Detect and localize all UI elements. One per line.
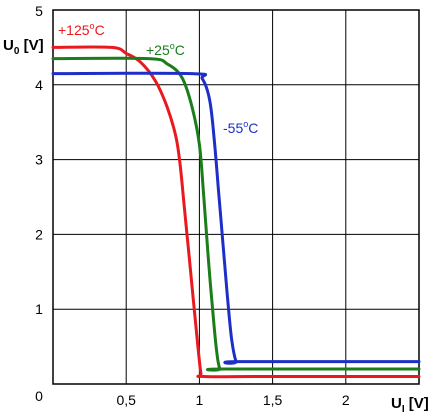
series-line [51, 71, 421, 365]
y-tick-label: 3 [35, 152, 43, 168]
grid-lines [53, 9, 420, 384]
plot-frame [52, 9, 420, 385]
x-tick-label: 2 [342, 392, 350, 408]
series-line [51, 56, 421, 372]
series-labels: +125oC +25oC -55oC [58, 21, 258, 136]
y-tick-label: 1 [35, 301, 43, 317]
x-axis-label: UI [V] [391, 395, 429, 415]
y-tick-label: 4 [35, 77, 43, 93]
y-tick-labels: 0 1 2 3 4 5 [35, 3, 43, 404]
y-tick-label: 0 [35, 388, 43, 404]
x-tick-labels: 0,5 1 1,5 2 [116, 392, 349, 408]
series-label: -55oC [223, 119, 258, 136]
series-label: +125oC [58, 21, 105, 38]
x-tick-label: 1,5 [263, 392, 283, 408]
y-axis-label: U0 [V] [3, 37, 44, 57]
series-lines [51, 45, 421, 379]
x-tick-label: 0,5 [116, 392, 136, 408]
series-label: +25oC [146, 41, 185, 58]
x-tick-label: 1 [196, 392, 204, 408]
y-tick-label: 2 [35, 226, 43, 242]
y-tick-label: 5 [35, 3, 43, 19]
